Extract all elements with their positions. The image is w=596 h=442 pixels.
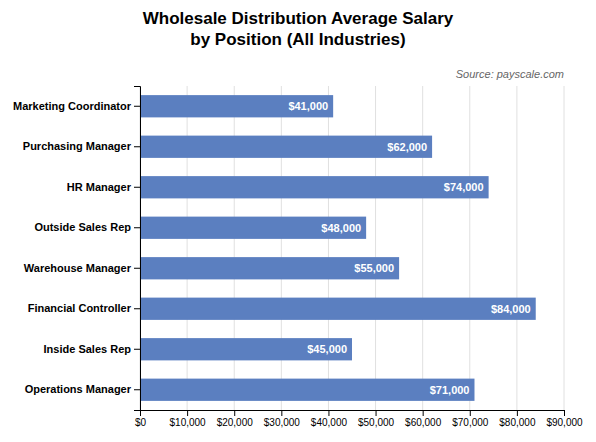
bar [140, 298, 536, 320]
tick-label: Inside Sales Rep [44, 343, 132, 355]
data-label: $62,000 [387, 141, 427, 153]
bar [140, 379, 474, 401]
tick-label: Operations Manager [25, 383, 132, 395]
data-labels: $71,000 $45,000 $84,000 $55,000 $48,000 $74,0… [288, 100, 530, 396]
title-line: by Position (All Industries) [190, 30, 405, 49]
data-label: $48,000 [321, 222, 361, 234]
plot-area: $0 $10,000 $20,000 $30,000 $40,000 $50,000 $60… [13, 86, 583, 428]
tick-label: $80,000 [499, 417, 536, 428]
x-tick: $60,000 [405, 410, 442, 428]
x-axis: $0 $10,000 $20,000 $30,000 $40,000 $50,000 $60… [135, 410, 583, 428]
tick-label: Marketing Coordinator [13, 100, 132, 112]
bars [140, 95, 536, 401]
tick-mark [470, 410, 471, 416]
axis-line [134, 87, 141, 411]
y-tick: Warehouse Manager [24, 262, 140, 274]
tick-mark [134, 268, 140, 269]
tick-label: Outside Sales Rep [34, 221, 131, 233]
tick-label: $10,000 [170, 417, 207, 428]
y-tick: Purchasing Manager [23, 140, 140, 152]
tick-label: $20,000 [217, 417, 254, 428]
y-axis: Operations Manager Inside Sales Rep Financ… [13, 87, 140, 411]
x-tick: $20,000 [217, 410, 254, 428]
tick-label: Financial Controller [28, 302, 132, 314]
tick-mark [328, 410, 329, 416]
tick-label: $60,000 [405, 417, 442, 428]
y-tick: Marketing Coordinator [13, 100, 140, 112]
tick-label: $0 [135, 417, 147, 428]
grid-line [469, 86, 470, 410]
grid-line [564, 86, 565, 410]
tick-mark [423, 410, 424, 416]
tick-mark [134, 187, 140, 188]
y-tick: HR Manager [67, 181, 140, 193]
tick-mark [134, 106, 140, 107]
tick-label: $30,000 [264, 417, 301, 428]
data-label: $74,000 [444, 181, 484, 193]
x-tick: $10,000 [170, 410, 207, 428]
tick-mark [517, 410, 518, 416]
title-line: Wholesale Distribution Average Salary [143, 9, 454, 28]
tick-mark [134, 349, 140, 350]
tick-mark [281, 410, 282, 416]
grid-line [516, 86, 517, 410]
tick-label: $70,000 [452, 417, 489, 428]
axis-line [141, 411, 565, 417]
data-label: $71,000 [430, 384, 470, 396]
tick-mark [234, 410, 235, 416]
tick-mark [134, 146, 140, 147]
x-tick: $90,000 [546, 410, 583, 428]
y-tick: Outside Sales Rep [34, 221, 140, 233]
tick-mark [376, 410, 377, 416]
tick-label: Purchasing Manager [23, 140, 132, 152]
bar [140, 95, 333, 117]
bar [140, 338, 352, 360]
data-label: $45,000 [307, 343, 347, 355]
x-tick: $50,000 [358, 410, 395, 428]
tick-label: $90,000 [546, 417, 583, 428]
tick-label: $50,000 [358, 417, 395, 428]
grid-line [281, 86, 282, 410]
y-tick: Inside Sales Rep [44, 343, 140, 355]
tick-mark [134, 227, 140, 228]
tick-mark [134, 308, 140, 309]
tick-mark [187, 410, 188, 416]
tick-label: Warehouse Manager [24, 262, 132, 274]
bar [140, 257, 399, 279]
chart: $0 $10,000 $20,000 $30,000 $40,000 $50,000 $60… [0, 0, 596, 442]
grid-line [375, 86, 376, 410]
x-tick: $30,000 [264, 410, 301, 428]
x-tick: $80,000 [499, 410, 536, 428]
x-tick: $70,000 [452, 410, 489, 428]
bar [140, 136, 432, 158]
bar [140, 176, 489, 198]
annotation: Source: payscale.com [456, 68, 564, 80]
grid [140, 86, 564, 410]
data-label: $41,000 [288, 100, 328, 112]
bar [140, 217, 366, 239]
grid-line [187, 86, 188, 410]
grid-line [328, 86, 329, 410]
tick-mark [134, 389, 140, 390]
tick-mark [564, 410, 565, 416]
data-label: $84,000 [491, 303, 531, 315]
title: Wholesale Distribution Average Salary by … [143, 9, 454, 49]
tick-label: $40,000 [311, 417, 348, 428]
tick-label: HR Manager [67, 181, 132, 193]
data-label: $55,000 [354, 262, 394, 274]
y-tick: Operations Manager [25, 383, 140, 395]
y-tick: Financial Controller [28, 302, 140, 314]
x-tick: $40,000 [311, 410, 348, 428]
grid-line [234, 86, 235, 410]
grid-line [422, 86, 423, 410]
x-tick: $0 [135, 410, 147, 428]
